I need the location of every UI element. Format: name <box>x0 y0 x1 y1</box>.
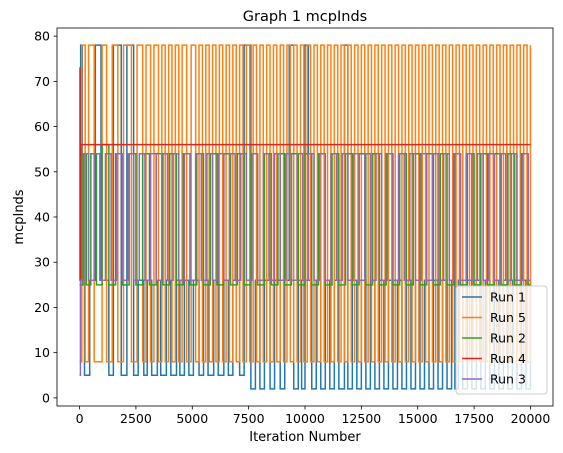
x-tick-label: 2500 <box>120 411 152 426</box>
y-tick-label: 70 <box>34 74 50 89</box>
legend-box <box>455 285 548 395</box>
legend-label: Run 5 <box>490 310 526 325</box>
legend-label: Run 3 <box>490 372 526 387</box>
x-tick-label: 10000 <box>285 411 325 426</box>
x-tick-label: 12500 <box>341 411 381 426</box>
y-tick-label: 40 <box>34 210 50 225</box>
y-tick-label: 50 <box>34 164 50 179</box>
y-tick-label: 30 <box>34 255 50 270</box>
x-tick-label: 15000 <box>398 411 438 426</box>
y-axis: 0 10 20 30 40 50 60 70 80 <box>34 29 57 405</box>
x-tick-label: 7500 <box>233 411 265 426</box>
chart-title: Graph 1 mcpInds <box>243 9 367 25</box>
x-axis: 0 2500 5000 7500 10000 12500 15000 17500 20000 <box>76 406 551 426</box>
y-tick-label: 80 <box>34 29 50 44</box>
y-tick-label: 20 <box>34 300 50 315</box>
legend: Run 1 Run 5 Run 2 Run 4 Run 3 <box>455 285 548 395</box>
series-line-run-3 <box>79 152 531 376</box>
legend-label: Run 4 <box>490 351 526 366</box>
x-axis-label: Iteration Number <box>249 430 361 445</box>
x-tick-label: 5000 <box>176 411 208 426</box>
y-tick-label: 60 <box>34 119 50 134</box>
x-tick-label: 17500 <box>454 411 494 426</box>
x-tick-label: 0 <box>76 411 84 426</box>
x-tick-label: 20000 <box>511 411 551 426</box>
legend-label: Run 1 <box>490 290 526 305</box>
y-tick-label: 10 <box>34 345 50 360</box>
legend-label: Run 2 <box>490 331 526 346</box>
y-tick-label: 0 <box>42 390 50 405</box>
y-axis-label: mcpInds <box>12 189 27 244</box>
